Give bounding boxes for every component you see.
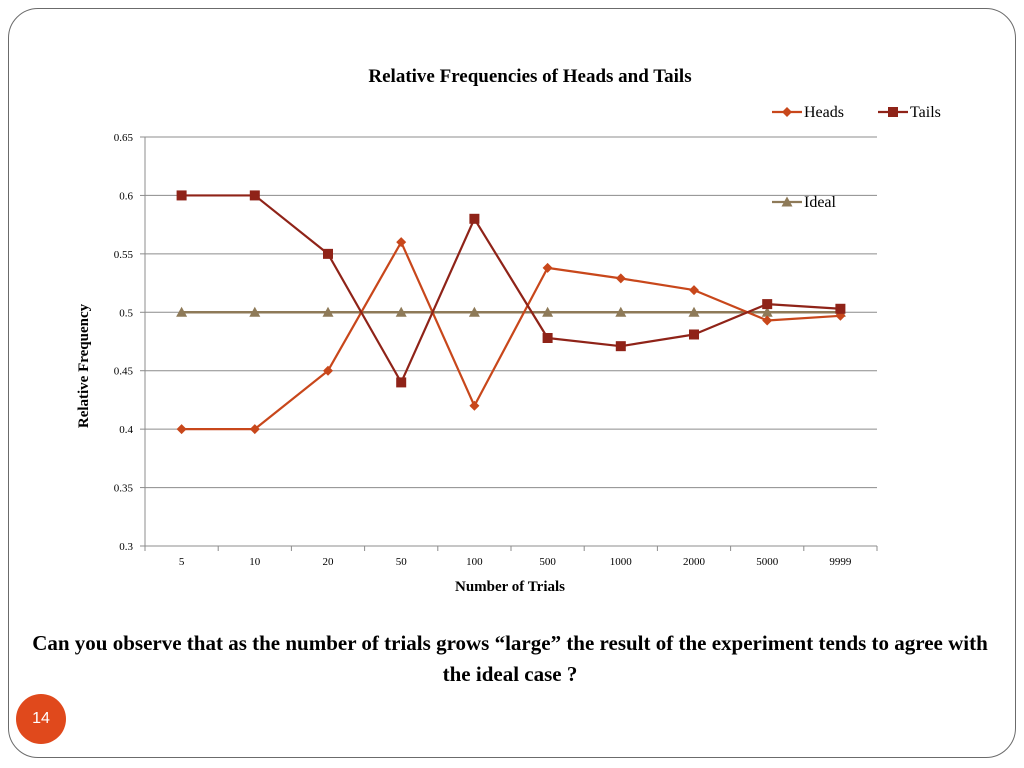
y-axis-label: Relative Frequency — [76, 303, 92, 428]
tails-point — [249, 190, 260, 201]
tails-point — [323, 248, 333, 259]
heads-point — [323, 365, 333, 376]
x-tick-label: 10 — [249, 556, 261, 568]
heads-line — [181, 241, 841, 431]
ideal-point — [468, 306, 480, 317]
slide-frame — [8, 8, 1016, 758]
legend-swatch-marker — [782, 107, 792, 117]
ideal-point — [322, 306, 334, 317]
series-layer — [176, 190, 846, 435]
x-tick-label: 20 — [323, 556, 335, 568]
x-tick-label: 1000 — [610, 556, 633, 568]
x-tick-label: 500 — [539, 556, 556, 568]
legend-swatch-marker — [888, 107, 898, 117]
x-tick-label: 9999 — [829, 556, 852, 568]
legend-label: Heads — [804, 104, 844, 121]
legend: Heads Tails Ideal — [772, 104, 941, 211]
tails-line — [181, 194, 841, 384]
heads-point — [249, 424, 260, 435]
legend-swatch-marker — [781, 196, 793, 207]
ideal-point — [249, 306, 261, 317]
legend-item-heads: Heads — [772, 104, 844, 121]
series-heads — [176, 237, 846, 435]
heads-point — [542, 262, 553, 273]
tails-point — [542, 332, 553, 343]
heads-point — [689, 285, 699, 296]
chart-title: Relative Frequencies of Heads and Tails — [368, 66, 691, 87]
tails-point — [835, 303, 846, 314]
ideal-point — [615, 306, 627, 317]
x-tick-label: 5000 — [756, 556, 779, 568]
heads-point — [469, 400, 480, 411]
tails-point — [469, 213, 480, 224]
y-tick-label: 0.35 — [114, 483, 134, 495]
series-ideal — [176, 306, 846, 317]
heads-point — [396, 237, 407, 248]
legend-label: Tails — [910, 104, 941, 121]
tails-point — [396, 377, 407, 388]
x-axis-label: Number of Trials — [455, 579, 565, 595]
x-tick-label: 100 — [466, 556, 483, 568]
chart: Relative Frequencies of Heads and Tails … — [76, 66, 941, 595]
heads-point — [615, 273, 626, 284]
y-tick-label: 0.6 — [119, 190, 133, 202]
x-tick-label: 50 — [396, 556, 408, 568]
heads-point — [762, 315, 773, 326]
y-tick-label: 0.45 — [114, 366, 134, 378]
y-axis-ticks: 0.3 0.35 0.4 0.45 0.5 0.55 0.6 0.65 — [114, 132, 145, 553]
ideal-point — [542, 306, 554, 317]
x-tick-label: 2000 — [683, 556, 706, 568]
heads-point — [176, 424, 187, 435]
x-tick-label: 5 — [179, 556, 185, 568]
tails-point — [689, 329, 699, 340]
legend-item-ideal: Ideal — [772, 194, 837, 211]
legend-label: Ideal — [804, 194, 837, 211]
tails-point — [176, 190, 187, 201]
y-tick-label: 0.65 — [114, 132, 134, 144]
ideal-point — [395, 306, 407, 317]
x-axis-ticks: 5 10 20 50 100 500 1000 2000 5000 9999 — [144, 546, 878, 568]
ideal-point — [688, 306, 700, 317]
y-tick-label: 0.4 — [119, 424, 133, 436]
slide-caption: Can you observe that as the number of tr… — [32, 631, 988, 686]
y-tick-label: 0.3 — [119, 541, 133, 553]
y-tick-label: 0.55 — [114, 249, 134, 261]
page-number-badge: 14 — [16, 694, 66, 744]
series-tails — [176, 190, 846, 388]
tails-point — [615, 341, 626, 352]
y-tick-label: 0.5 — [119, 307, 133, 319]
ideal-point — [761, 306, 773, 317]
tails-point — [762, 299, 773, 310]
ideal-point — [176, 306, 188, 317]
legend-item-tails: Tails — [878, 104, 941, 121]
